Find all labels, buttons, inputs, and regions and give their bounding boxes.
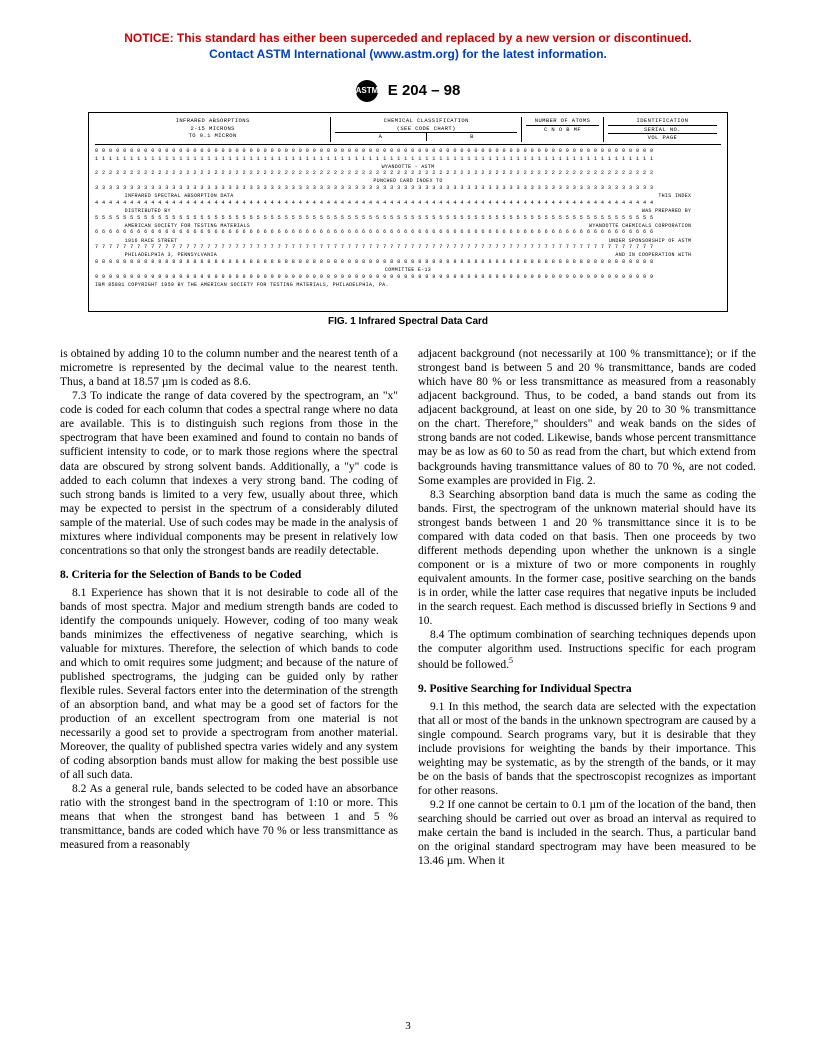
footnote-5: 5 bbox=[509, 656, 513, 665]
card-label-5: AMERICAN SOCIETY FOR TESTING MATERIALS W… bbox=[95, 223, 721, 230]
notice-banner: NOTICE: This standard has either been su… bbox=[60, 30, 756, 62]
para-8-4: 8.4 The optimum combination of searching… bbox=[418, 628, 756, 672]
para-9-1: 9.1 In this method, the search data are … bbox=[418, 700, 756, 798]
para-8-2-cont: adjacent background (not necessarily at … bbox=[418, 347, 756, 487]
card-label-6: 1916 RACE STREET UNDER SPONSORSHIP OF AS… bbox=[95, 238, 721, 245]
hdr-atoms: NUMBER OF ATOMS bbox=[526, 117, 599, 124]
card-label-8: COMMITTEE E-13 bbox=[95, 267, 721, 274]
card-row-5: 5 5 5 5 5 5 5 5 5 5 5 5 5 5 5 5 5 5 5 5 … bbox=[95, 215, 721, 222]
para-7-3: 7.3 To indicate the range of data covere… bbox=[60, 389, 398, 557]
card-row-6: 6 6 6 6 6 6 6 6 6 6 6 6 6 6 6 6 6 6 6 6 … bbox=[95, 229, 721, 236]
hdr-microns: 2-15 MICRONS bbox=[99, 125, 326, 132]
hdr-volpage: VOL PAGE bbox=[608, 133, 717, 141]
figure-1-caption: FIG. 1 Infrared Spectral Data Card bbox=[60, 316, 756, 327]
hdr-identification: IDENTIFICATION bbox=[608, 117, 717, 124]
designation: E 204 – 98 bbox=[388, 82, 461, 99]
heading-8: 8. Criteria for the Selection of Bands t… bbox=[60, 568, 398, 582]
card-row-7: 7 7 7 7 7 7 7 7 7 7 7 7 7 7 7 7 7 7 7 7 … bbox=[95, 244, 721, 251]
card-row-1: 1 1 1 1 1 1 1 1 1 1 1 1 1 1 1 1 1 1 1 1 … bbox=[95, 156, 721, 163]
astm-logo-icon: ASTM bbox=[356, 80, 378, 102]
notice-line-1: NOTICE: This standard has either been su… bbox=[60, 30, 756, 46]
page-number: 3 bbox=[0, 1020, 816, 1032]
card-label-3: INFRARED SPECTRAL ABSORPTION DATA THIS I… bbox=[95, 193, 721, 200]
hdr-serial: SERIAL NO. bbox=[608, 125, 717, 133]
para-continued: is obtained by adding 10 to the column n… bbox=[60, 347, 398, 389]
card-label-4: DISTRIBUTED BY WAS PREPARED BY bbox=[95, 208, 721, 215]
notice-line-2: Contact ASTM International (www.astm.org… bbox=[60, 46, 756, 62]
card-row-0: 0 0 0 0 0 0 0 0 0 0 0 0 0 0 0 0 0 0 0 0 … bbox=[95, 148, 721, 155]
document-header: ASTM E 204 – 98 bbox=[60, 80, 756, 102]
card-label-1: WYANDOTTE - ASTM bbox=[95, 164, 721, 171]
card-row-3: 3 3 3 3 3 3 3 3 3 3 3 3 3 3 3 3 3 3 3 3 … bbox=[95, 185, 721, 192]
sub-b: B bbox=[427, 133, 517, 140]
para-8-2: 8.2 As a general rule, bands selected to… bbox=[60, 782, 398, 852]
hdr-micron-res: TO 0.1 MICRON bbox=[99, 132, 326, 139]
figure-1-punch-card: INFRARED ABSORPTIONS 2-15 MICRONS TO 0.1… bbox=[88, 112, 728, 312]
card-row-2: 2 2 2 2 2 2 2 2 2 2 2 2 2 2 2 2 2 2 2 2 … bbox=[95, 170, 721, 177]
hdr-chemical: CHEMICAL CLASSIFICATION bbox=[335, 117, 517, 124]
sub-a: A bbox=[335, 133, 426, 140]
para-8-1: 8.1 Experience has shown that it is not … bbox=[60, 586, 398, 782]
heading-9: 9. Positive Searching for Individual Spe… bbox=[418, 682, 756, 696]
body-text: is obtained by adding 10 to the column n… bbox=[60, 347, 756, 867]
card-label-7: PHILADELPHIA 3, PENNSYLVANIA AND IN COOP… bbox=[95, 252, 721, 259]
card-row-4: 4 4 4 4 4 4 4 4 4 4 4 4 4 4 4 4 4 4 4 4 … bbox=[95, 200, 721, 207]
para-9-2: 9.2 If one cannot be certain to 0.1 µm o… bbox=[418, 798, 756, 868]
hdr-codechart: (SEE CODE CHART) bbox=[335, 125, 517, 132]
card-label-2: PUNCHED CARD INDEX TO bbox=[95, 178, 721, 185]
card-row-9: 9 9 9 9 9 9 9 9 9 9 9 9 9 9 9 9 9 9 9 9 … bbox=[95, 274, 721, 281]
para-8-3: 8.3 Searching absorption band data is mu… bbox=[418, 488, 756, 628]
card-footer: IBM 85881 COPYRIGHT 1959 BY THE AMERICAN… bbox=[95, 282, 721, 289]
sub-cnob: C N O B MF bbox=[526, 125, 599, 133]
card-row-8: 8 8 8 8 8 8 8 8 8 8 8 8 8 8 8 8 8 8 8 8 … bbox=[95, 259, 721, 266]
hdr-absorptions: INFRARED ABSORPTIONS bbox=[99, 117, 326, 124]
card-header: INFRARED ABSORPTIONS 2-15 MICRONS TO 0.1… bbox=[95, 117, 721, 144]
